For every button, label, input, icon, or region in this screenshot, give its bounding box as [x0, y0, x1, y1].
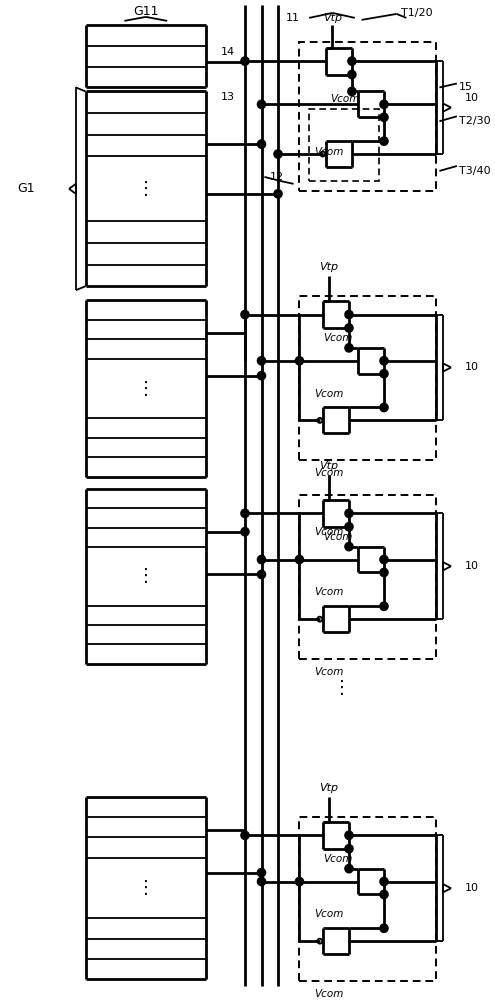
- Text: 13: 13: [221, 92, 235, 102]
- Circle shape: [274, 150, 282, 158]
- Circle shape: [257, 100, 266, 109]
- Text: Vcom: Vcom: [314, 909, 343, 919]
- Bar: [299, 296, 436, 460]
- Text: ⋮: ⋮: [137, 380, 155, 398]
- Circle shape: [241, 528, 249, 536]
- Circle shape: [380, 137, 388, 145]
- Text: 10: 10: [465, 883, 479, 893]
- Circle shape: [348, 57, 356, 65]
- Text: Vcom: Vcom: [314, 147, 343, 157]
- Circle shape: [345, 310, 353, 319]
- Circle shape: [241, 57, 249, 65]
- Circle shape: [241, 831, 249, 840]
- Circle shape: [241, 310, 249, 319]
- Circle shape: [345, 845, 353, 853]
- Text: Vtp: Vtp: [323, 13, 342, 23]
- Circle shape: [348, 87, 356, 96]
- Circle shape: [380, 890, 388, 899]
- Text: T2/30: T2/30: [459, 116, 491, 126]
- Text: Vcom: Vcom: [314, 989, 343, 999]
- Circle shape: [380, 568, 388, 577]
- Text: G1: G1: [17, 182, 35, 195]
- Circle shape: [380, 357, 388, 365]
- Text: Vtp: Vtp: [319, 783, 338, 793]
- Circle shape: [348, 70, 356, 79]
- Circle shape: [345, 509, 353, 517]
- Text: ⋮: ⋮: [137, 180, 155, 198]
- Circle shape: [257, 372, 266, 380]
- Circle shape: [274, 190, 282, 198]
- Text: T3/40: T3/40: [459, 166, 491, 176]
- Text: ⋮: ⋮: [137, 879, 155, 897]
- Bar: [299, 42, 436, 191]
- Circle shape: [345, 864, 353, 873]
- Circle shape: [345, 324, 353, 332]
- Text: Vcom: Vcom: [324, 854, 353, 864]
- Circle shape: [257, 570, 266, 579]
- Circle shape: [380, 100, 388, 109]
- Circle shape: [257, 357, 266, 365]
- Circle shape: [257, 140, 266, 148]
- Bar: [299, 495, 436, 659]
- Circle shape: [257, 877, 266, 886]
- Circle shape: [380, 403, 388, 412]
- Bar: [299, 817, 436, 981]
- Circle shape: [257, 555, 266, 564]
- Circle shape: [296, 357, 303, 365]
- Text: ⋮: ⋮: [333, 679, 351, 697]
- Bar: [309, 109, 379, 181]
- Text: 12: 12: [270, 172, 284, 182]
- Circle shape: [296, 555, 303, 564]
- Circle shape: [380, 602, 388, 610]
- Text: Vcom: Vcom: [324, 532, 353, 542]
- Text: ⋮: ⋮: [137, 567, 155, 585]
- Text: T1/20: T1/20: [400, 8, 432, 18]
- Circle shape: [345, 523, 353, 531]
- Text: Vcom: Vcom: [331, 94, 360, 104]
- Circle shape: [296, 877, 303, 886]
- Text: 10: 10: [465, 93, 479, 103]
- Circle shape: [380, 555, 388, 564]
- Text: Vcom: Vcom: [324, 333, 353, 343]
- Text: 14: 14: [221, 47, 235, 57]
- Text: G11: G11: [133, 5, 158, 18]
- Text: 10: 10: [465, 362, 479, 372]
- Circle shape: [345, 344, 353, 352]
- Text: Vcom: Vcom: [314, 527, 343, 537]
- Circle shape: [257, 868, 266, 877]
- Text: Vcom: Vcom: [314, 468, 343, 478]
- Text: 10: 10: [465, 561, 479, 571]
- Circle shape: [380, 370, 388, 378]
- Text: Vcom: Vcom: [314, 587, 343, 597]
- Circle shape: [345, 831, 353, 840]
- Text: Vtp: Vtp: [319, 262, 338, 272]
- Text: 15: 15: [459, 82, 473, 92]
- Circle shape: [241, 509, 249, 517]
- Circle shape: [345, 542, 353, 551]
- Text: Vtp: Vtp: [319, 461, 338, 471]
- Circle shape: [380, 877, 388, 886]
- Text: Vcom: Vcom: [314, 389, 343, 399]
- Text: 11: 11: [286, 13, 299, 23]
- Circle shape: [380, 924, 388, 932]
- Text: Vcom: Vcom: [314, 667, 343, 677]
- Circle shape: [380, 113, 388, 121]
